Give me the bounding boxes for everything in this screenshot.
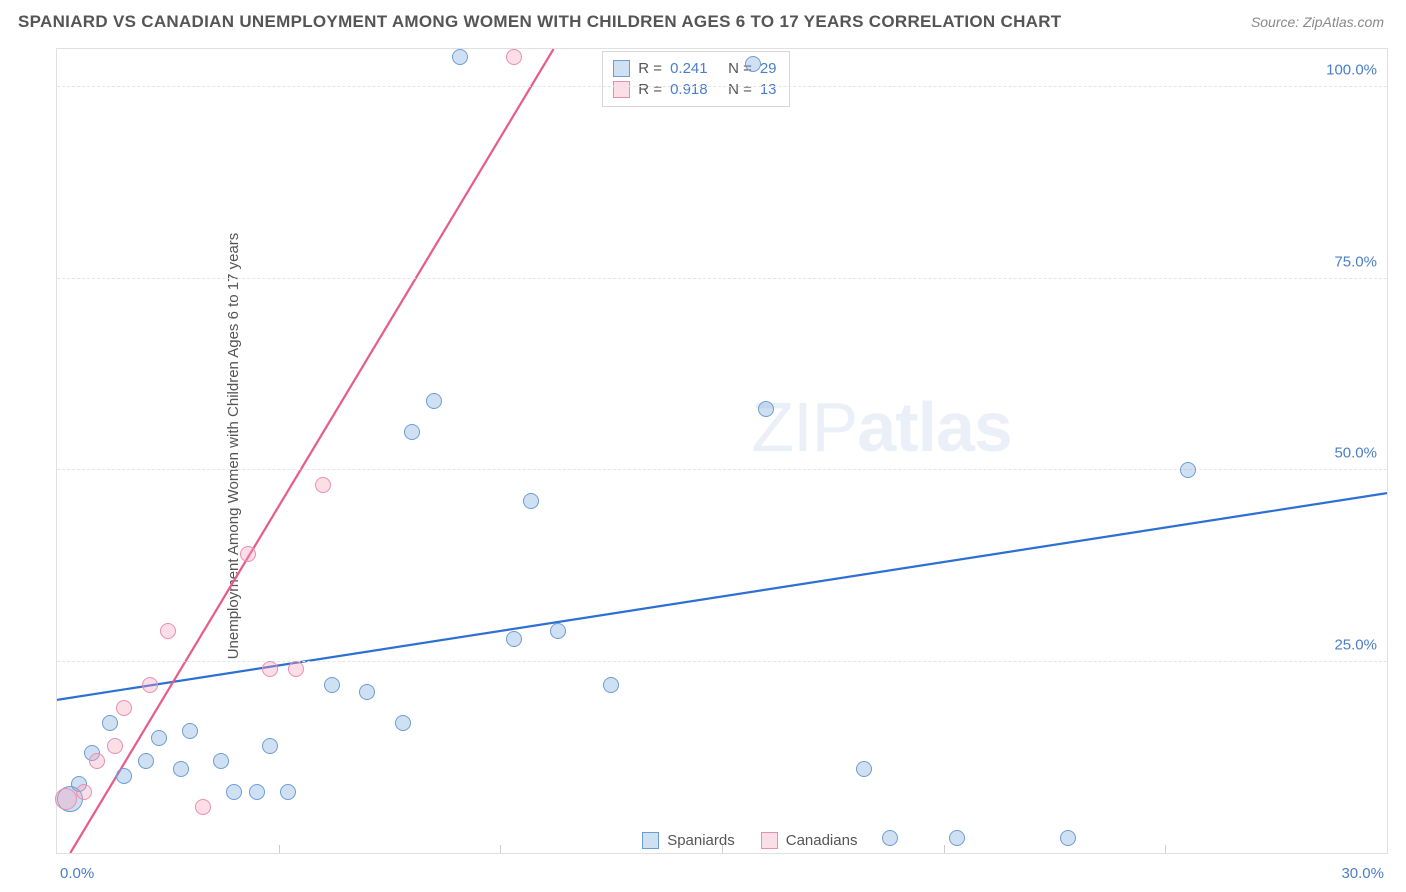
x-tick-mark [722,845,723,853]
x-tick-mark [279,845,280,853]
data-point [173,761,189,777]
data-point [116,700,132,716]
data-point [89,753,105,769]
data-point [758,401,774,417]
legend-swatch [761,832,778,849]
y-tick-label: 75.0% [1334,253,1377,270]
data-point [213,753,229,769]
data-point [949,830,965,846]
data-point [426,393,442,409]
legend-swatch [642,832,659,849]
regression-lines [57,49,1387,853]
data-point [506,49,522,65]
data-point [107,738,123,754]
grid-line-h [57,278,1387,279]
data-point [76,784,92,800]
grid-line-h [57,661,1387,662]
data-point [603,677,619,693]
regression-line [70,49,553,853]
data-point [116,768,132,784]
data-point [55,788,77,810]
data-point [404,424,420,440]
data-point [262,661,278,677]
chart-title: SPANIARD VS CANADIAN UNEMPLOYMENT AMONG … [18,12,1062,32]
data-point [315,477,331,493]
data-point [195,799,211,815]
data-point [226,784,242,800]
data-point [102,715,118,731]
scatter-plot: ZIPatlas R =0.241N =29R =0.918N =13 Span… [56,48,1388,854]
data-point [452,49,468,65]
data-point [240,546,256,562]
data-point [280,784,296,800]
data-point [249,784,265,800]
y-tick-label: 100.0% [1326,62,1377,79]
x-tick-mark [944,845,945,853]
x-tick-mark [500,845,501,853]
data-point [523,493,539,509]
data-point [262,738,278,754]
data-point [1060,830,1076,846]
data-point [160,623,176,639]
legend-item: Canadians [761,832,858,849]
data-point [745,56,761,72]
data-point [182,723,198,739]
x-tick-label: 30.0% [1341,865,1384,882]
legend-label: Canadians [786,832,858,849]
series-swatch [613,81,630,98]
x-tick-mark [1165,845,1166,853]
legend-item: Spaniards [642,832,735,849]
data-point [856,761,872,777]
data-point [138,753,154,769]
data-point [151,730,167,746]
grid-line-h [57,86,1387,87]
x-tick-label: 0.0% [60,865,94,882]
data-point [550,623,566,639]
legend-label: Spaniards [667,832,735,849]
data-point [359,684,375,700]
data-point [1180,462,1196,478]
regression-line [57,493,1387,700]
data-point [395,715,411,731]
series-swatch [613,60,630,77]
source-attribution: Source: ZipAtlas.com [1251,14,1384,30]
data-point [882,830,898,846]
data-point [324,677,340,693]
data-point [142,677,158,693]
stats-box: R =0.241N =29R =0.918N =13 [602,51,789,107]
legend: Spaniards Canadians [642,832,857,849]
data-point [506,631,522,647]
data-point [288,661,304,677]
y-tick-label: 25.0% [1334,636,1377,653]
stats-row: R =0.918N =13 [613,79,776,100]
y-tick-label: 50.0% [1334,445,1377,462]
watermark: ZIPatlas [751,387,1011,467]
